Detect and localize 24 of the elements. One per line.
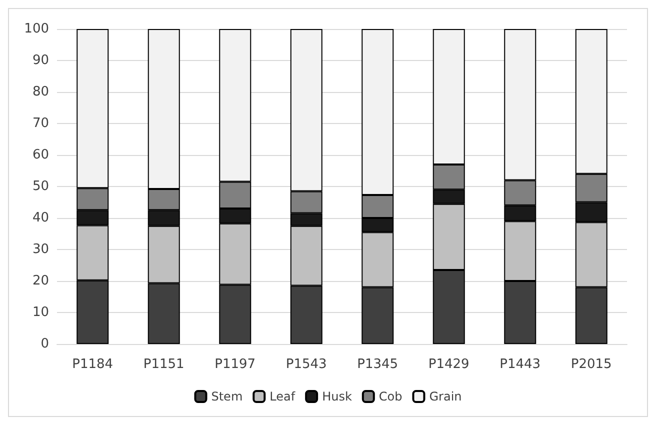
y-tick-label: 80: [32, 84, 49, 100]
x-tick-label: P1151: [143, 357, 184, 372]
y-tick-label: 10: [32, 305, 49, 320]
y-tick-label: 50: [32, 179, 49, 194]
y-tick-label: 30: [32, 242, 49, 257]
x-tick-label: P1197: [214, 357, 256, 372]
y-tick-label: 0: [40, 336, 49, 352]
y-tick-label: 90: [32, 53, 49, 68]
y-tick-label: 60: [32, 148, 49, 162]
y-tick-label: 20: [32, 274, 49, 288]
legend-label: Leaf: [270, 390, 296, 404]
x-tick-label: P1184: [72, 357, 114, 372]
x-tick-label: P1443: [500, 357, 541, 372]
y-tick-label: 40: [32, 210, 49, 226]
y-tick-label: 70: [32, 116, 49, 131]
x-tick-label: P2015: [570, 357, 612, 372]
legend-label: Stem: [211, 390, 243, 404]
x-tick-label: P1543: [286, 357, 327, 372]
x-tick-label: P1345: [357, 357, 398, 372]
y-tick-label: 100: [24, 22, 49, 36]
legend-label: Cob: [378, 390, 402, 404]
legend-label: Grain: [429, 390, 462, 404]
legend-label: Husk: [322, 390, 352, 404]
x-tick-label: P1429: [428, 357, 470, 372]
